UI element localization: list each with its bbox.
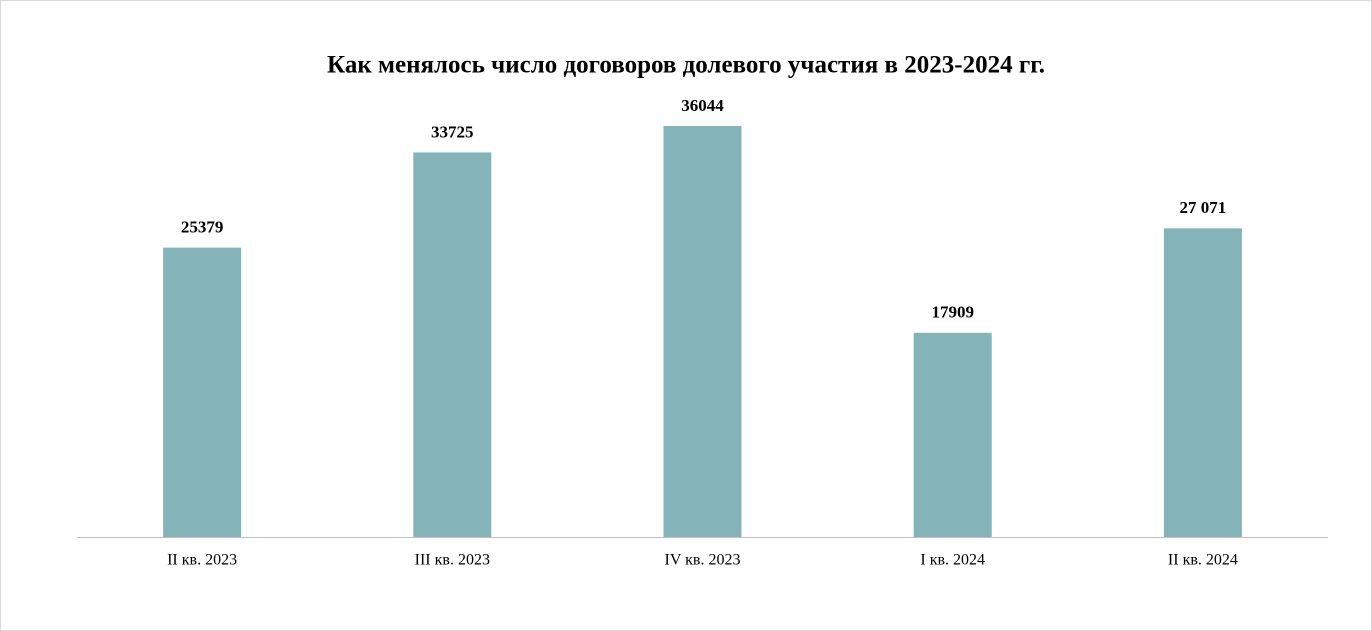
x-tick-label: I кв. 2024 — [920, 552, 985, 569]
bar — [663, 126, 742, 537]
data-label: 36044 — [681, 96, 724, 115]
chart-title: Как менялось число договоров долевого уч… — [327, 52, 1045, 79]
data-label: 33725 — [431, 122, 474, 141]
data-label: 27 071 — [1180, 198, 1227, 217]
bar — [163, 247, 242, 538]
x-tick-label: II кв. 2024 — [1168, 552, 1238, 569]
bar — [413, 152, 492, 537]
x-tick-label: III кв. 2023 — [415, 552, 490, 569]
data-label: 25379 — [181, 218, 224, 237]
bar — [1163, 228, 1242, 537]
data-label: 17909 — [931, 303, 974, 322]
bar — [913, 332, 992, 537]
x-tick-label: IV кв. 2023 — [665, 552, 741, 569]
x-tick-label: II кв. 2023 — [167, 552, 237, 569]
